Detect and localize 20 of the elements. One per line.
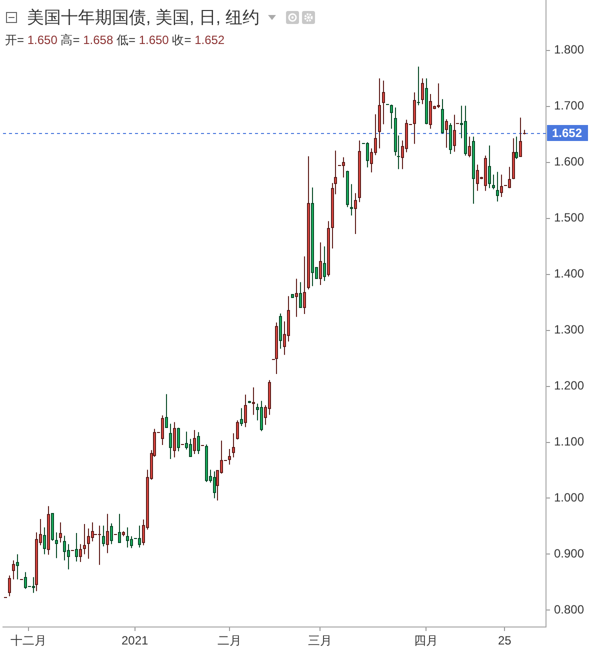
y-tick-label: 1.300 [554,322,584,337]
y-tick-label: 1.100 [554,434,584,449]
chart-title: 美国十年期国债, 美国, 日, 纽约 [27,6,260,28]
y-tick-label: 1.000 [554,490,584,505]
y-tick-label: 0.900 [554,546,584,561]
x-tick-label: 2021 [121,634,148,648]
x-tick-label: 25 [498,634,512,648]
x-tick-label: 四月 [414,634,438,648]
y-tick-label: 1.500 [554,210,584,225]
y-tick-label: 1.700 [554,98,584,113]
y-tick-label: 1.600 [554,154,584,169]
text: 开= 1.650 高= 1.658 低= 1.650 收= 1.652 [5,33,225,47]
x-tick-label: 二月 [217,634,242,648]
y-tick-label: 0.800 [554,602,584,617]
ref-line-label: 1.652 [552,126,582,140]
x-tick-label: 三月 [308,634,332,648]
y-tick-label: 1.200 [554,378,584,393]
y-tick-label: 1.400 [554,266,584,281]
x-tick-label: 十二月 [10,634,47,648]
y-tick-label: 1.800 [554,42,584,57]
